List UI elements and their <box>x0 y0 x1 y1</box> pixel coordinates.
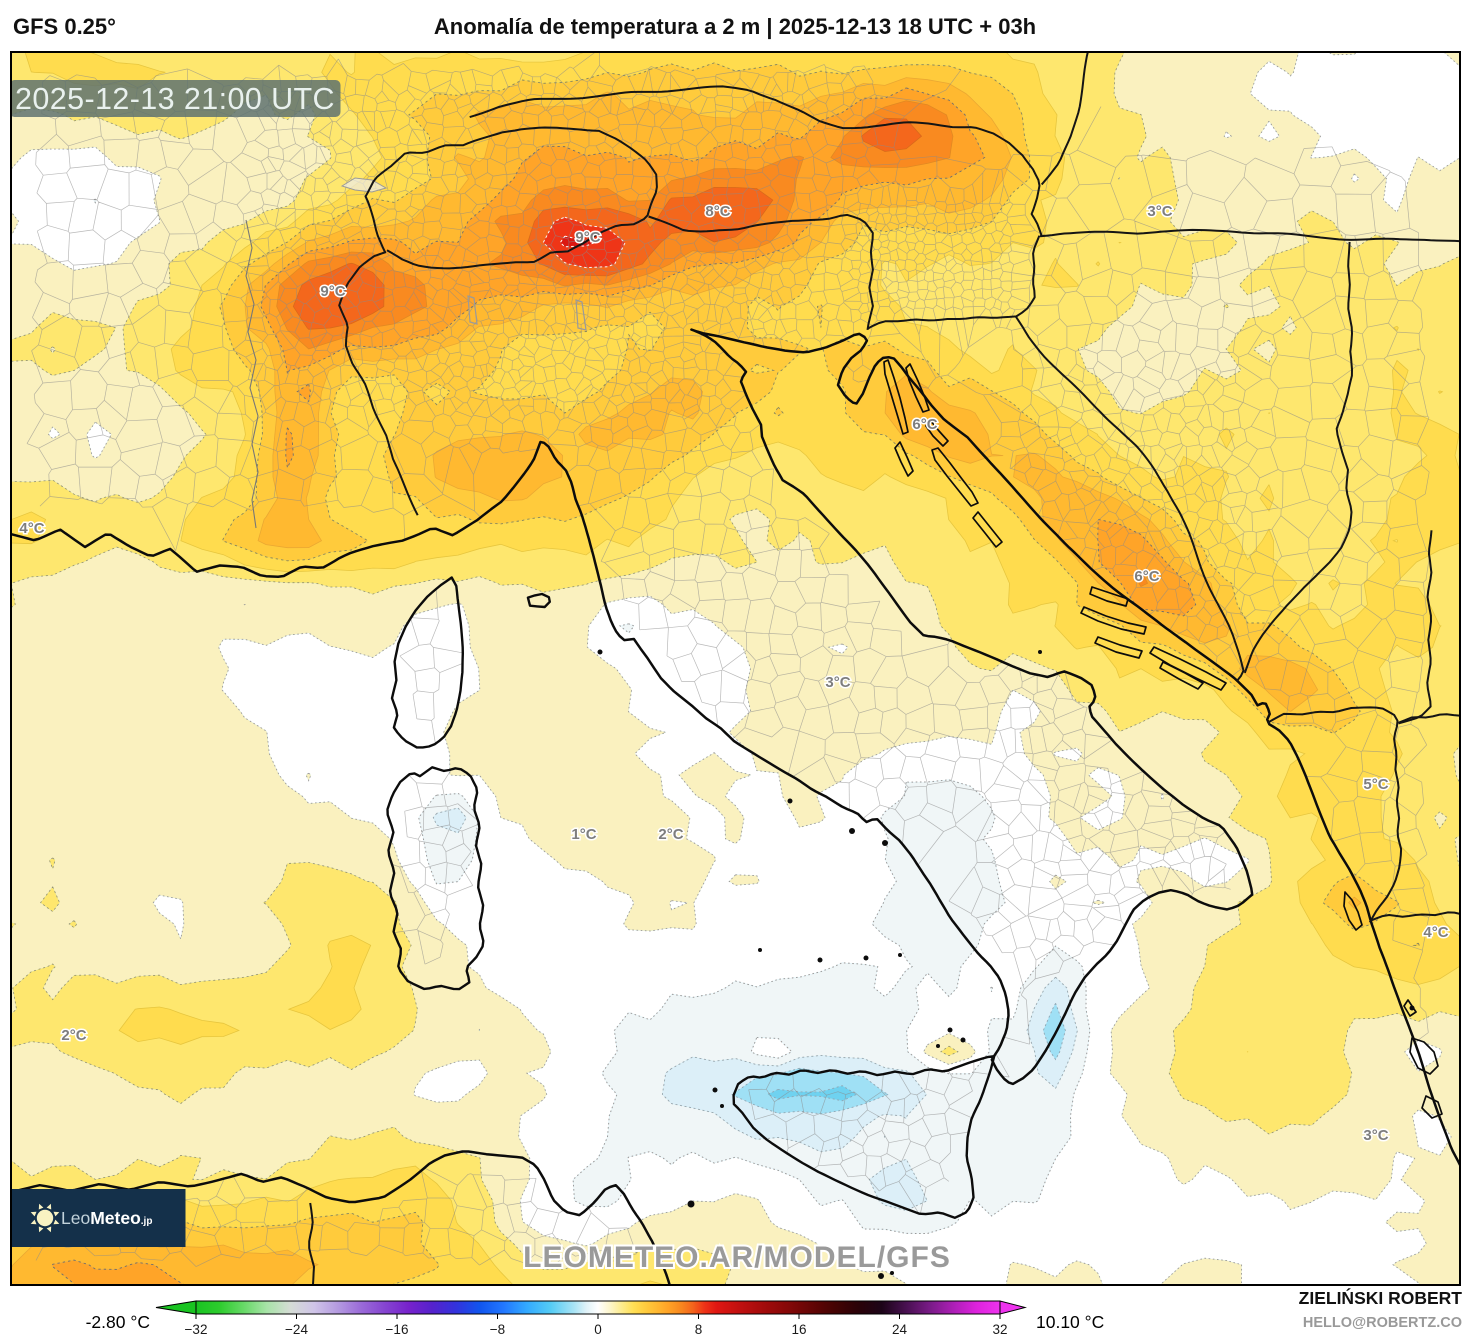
svg-text:−8: −8 <box>490 1322 505 1337</box>
svg-text:4°C: 4°C <box>19 520 44 537</box>
svg-text:3°C: 3°C <box>1363 1127 1388 1144</box>
svg-text:ZIELIŃSKI ROBERT: ZIELIŃSKI ROBERT <box>1299 1287 1463 1308</box>
svg-text:GFS 0.25°: GFS 0.25° <box>13 14 116 39</box>
svg-text:6°C: 6°C <box>1134 568 1159 585</box>
svg-text:HELLO@ROBERTZ.CO: HELLO@ROBERTZ.CO <box>1303 1315 1462 1331</box>
svg-text:Anomalía de temperatura a 2 m: Anomalía de temperatura a 2 m | 2025-12-… <box>434 14 1036 39</box>
svg-text:4°C: 4°C <box>1423 924 1448 941</box>
svg-text:2°C: 2°C <box>61 1027 86 1044</box>
svg-text:−16: −16 <box>386 1322 409 1337</box>
svg-text:3°C: 3°C <box>825 674 850 691</box>
svg-text:6°C: 6°C <box>912 416 937 433</box>
svg-text:LeoMeteo.jp: LeoMeteo.jp <box>61 1208 152 1228</box>
svg-text:0: 0 <box>594 1322 602 1337</box>
svg-text:10.10 °C: 10.10 °C <box>1036 1312 1104 1332</box>
svg-text:9°C: 9°C <box>320 283 345 300</box>
svg-text:−32: −32 <box>185 1322 208 1337</box>
svg-text:16: 16 <box>791 1322 806 1337</box>
svg-text:3°C: 3°C <box>1147 203 1172 220</box>
svg-text:8: 8 <box>695 1322 703 1337</box>
svg-text:2°C: 2°C <box>658 826 683 843</box>
svg-text:LEOMETEO.AR/MODEL/GFS: LEOMETEO.AR/MODEL/GFS <box>523 1241 951 1274</box>
svg-text:-2.80 °C: -2.80 °C <box>86 1312 150 1332</box>
svg-text:2025-12-13 21:00 UTC: 2025-12-13 21:00 UTC <box>15 82 335 116</box>
svg-text:32: 32 <box>992 1322 1007 1337</box>
svg-text:24: 24 <box>892 1322 908 1337</box>
svg-text:8°C: 8°C <box>705 203 730 220</box>
svg-text:−24: −24 <box>285 1322 308 1337</box>
svg-text:5°C: 5°C <box>1363 776 1388 793</box>
svg-text:9°C: 9°C <box>575 229 600 246</box>
svg-text:1°C: 1°C <box>571 826 596 843</box>
